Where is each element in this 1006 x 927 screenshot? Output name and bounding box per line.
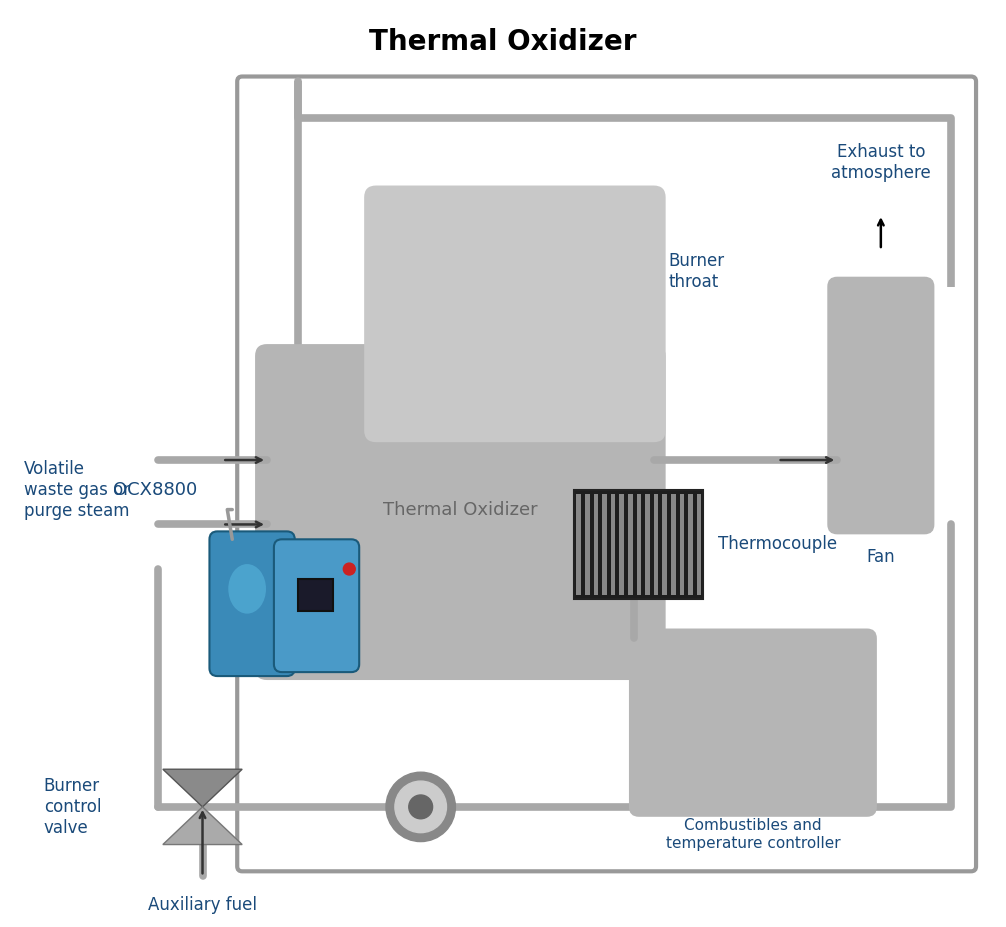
Bar bbox=[574, 489, 703, 599]
Bar bbox=[697, 494, 701, 595]
Bar bbox=[637, 494, 641, 595]
FancyBboxPatch shape bbox=[827, 276, 935, 534]
Bar bbox=[594, 494, 599, 595]
Text: Volatile
waste gas or
purge steam: Volatile waste gas or purge steam bbox=[24, 460, 130, 519]
Circle shape bbox=[395, 781, 447, 832]
Bar bbox=[679, 494, 684, 595]
Text: Combustibles and
temperature controller: Combustibles and temperature controller bbox=[666, 819, 840, 851]
Bar bbox=[603, 494, 607, 595]
Bar bbox=[645, 494, 650, 595]
Text: Thermocouple: Thermocouple bbox=[718, 535, 837, 553]
FancyBboxPatch shape bbox=[629, 629, 877, 817]
FancyBboxPatch shape bbox=[364, 185, 666, 442]
Bar bbox=[611, 494, 616, 595]
Text: Burner
throat: Burner throat bbox=[669, 252, 724, 291]
FancyBboxPatch shape bbox=[274, 540, 359, 672]
Polygon shape bbox=[163, 769, 242, 806]
Text: Thermal Oxidizer: Thermal Oxidizer bbox=[383, 501, 537, 518]
FancyBboxPatch shape bbox=[256, 344, 666, 680]
Bar bbox=[688, 494, 693, 595]
Circle shape bbox=[386, 772, 456, 842]
Bar bbox=[576, 494, 581, 595]
Circle shape bbox=[343, 563, 355, 575]
Text: Thermal Oxidizer: Thermal Oxidizer bbox=[369, 28, 637, 56]
Text: Auxiliary fuel: Auxiliary fuel bbox=[148, 896, 257, 914]
Bar bbox=[654, 494, 659, 595]
FancyBboxPatch shape bbox=[209, 531, 295, 676]
Bar bbox=[584, 494, 590, 595]
Bar bbox=[628, 494, 633, 595]
Bar bbox=[662, 494, 667, 595]
Text: Fan: Fan bbox=[866, 548, 895, 566]
Bar bbox=[671, 494, 676, 595]
Text: OCX8800: OCX8800 bbox=[114, 481, 197, 499]
Bar bbox=[298, 579, 333, 611]
Text: Exhaust to
atmosphere: Exhaust to atmosphere bbox=[831, 144, 931, 182]
Bar bbox=[620, 494, 624, 595]
Text: Burner
control
valve: Burner control valve bbox=[44, 777, 102, 837]
Polygon shape bbox=[163, 806, 242, 844]
Circle shape bbox=[408, 795, 433, 819]
Ellipse shape bbox=[228, 565, 266, 614]
